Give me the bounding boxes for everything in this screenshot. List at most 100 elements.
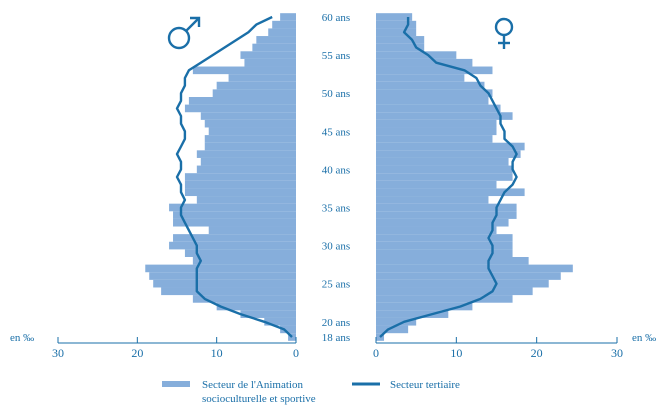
- female-bar: [376, 119, 497, 128]
- left-tick-label: 10: [211, 346, 223, 360]
- female-bar: [376, 127, 497, 136]
- male-bar: [228, 74, 296, 82]
- female-bar: [376, 264, 573, 273]
- male-bar: [192, 295, 296, 303]
- male-bar: [184, 173, 296, 181]
- female-bar: [376, 279, 549, 288]
- male-bar: [204, 135, 296, 143]
- female-bar: [376, 66, 493, 75]
- female-bar: [376, 325, 409, 334]
- male-bar: [216, 81, 296, 90]
- female-bar: [376, 211, 517, 219]
- female-bar: [376, 165, 513, 174]
- male-bar: [184, 249, 296, 257]
- female-bar: [376, 74, 465, 82]
- female-bar: [376, 43, 425, 52]
- age-label: 50 ans: [322, 88, 350, 100]
- male-bar: [192, 66, 296, 75]
- female-bar: [376, 188, 525, 197]
- legend-bar-label-line1: Secteur de l'Animation: [202, 379, 303, 391]
- female-bar: [376, 150, 521, 158]
- female-bar: [376, 142, 525, 151]
- male-bar: [208, 226, 296, 235]
- left-unit-label: en ‰: [10, 332, 34, 344]
- male-bar: [184, 104, 296, 113]
- age-labels: 18 ans 20 ans 25 ans 30 ans 35 ans 40 ans 45 a…: [322, 12, 350, 344]
- female-bar: [376, 173, 513, 181]
- female-bar: [376, 257, 529, 265]
- male-bar: [264, 317, 296, 326]
- legend: Secteur de l'Animation socioculturelle e…: [162, 379, 460, 405]
- left-x-ticks: 0 10 20 30: [52, 337, 299, 360]
- female-bar: [376, 180, 497, 189]
- male-bar: [196, 165, 296, 174]
- age-label: 35 ans: [322, 203, 350, 215]
- male-bar: [280, 13, 296, 21]
- female-bar: [376, 51, 457, 59]
- right-tick-label: 0: [373, 346, 379, 360]
- age-label: 45 ans: [322, 126, 350, 138]
- male-bar: [196, 196, 296, 204]
- female-bar: [376, 36, 425, 44]
- female-bar: [376, 20, 417, 29]
- male-bar: [208, 127, 296, 136]
- male-bar: [149, 272, 296, 280]
- female-bar: [376, 135, 493, 143]
- male-bar: [173, 234, 296, 242]
- female-bar: [376, 241, 513, 250]
- female-bar: [376, 13, 413, 21]
- male-bar: [173, 211, 296, 219]
- male-bar: [161, 287, 296, 296]
- male-bar: [204, 142, 296, 151]
- male-bar: [173, 218, 296, 227]
- male-bar: [212, 89, 296, 97]
- male-bars: [145, 13, 296, 341]
- female-bar: [376, 302, 473, 311]
- male-bar: [288, 333, 296, 341]
- right-tick-label: 30: [611, 346, 623, 360]
- female-bar: [376, 203, 517, 212]
- left-tick-label: 20: [131, 346, 143, 360]
- age-label: 60 ans: [322, 12, 350, 24]
- male-symbol-icon: [167, 16, 201, 50]
- female-bar: [376, 112, 513, 120]
- male-bar: [216, 302, 296, 311]
- female-bar: [376, 157, 509, 166]
- right-tick-label: 20: [531, 346, 543, 360]
- male-bar: [268, 28, 296, 37]
- right-unit-label: en ‰: [632, 332, 656, 344]
- legend-line-label: Secteur tertiaire: [390, 379, 460, 391]
- female-bar: [376, 287, 533, 296]
- right-x-ticks: 0 10 20 30: [373, 337, 623, 360]
- male-bar: [240, 310, 296, 318]
- male-bar: [196, 150, 296, 158]
- male-bar: [280, 325, 296, 334]
- age-label: 40 ans: [322, 164, 350, 176]
- male-bar: [256, 36, 296, 44]
- male-bar: [188, 97, 296, 105]
- female-bar: [376, 226, 497, 235]
- right-tick-label: 10: [450, 346, 462, 360]
- male-bar: [184, 188, 296, 197]
- female-tertiaire-line: [379, 17, 518, 338]
- female-bar: [376, 97, 489, 105]
- male-bar: [244, 58, 296, 67]
- female-bar: [376, 310, 449, 318]
- male-bar: [192, 257, 296, 265]
- male-bar: [145, 264, 296, 273]
- male-bar: [272, 20, 296, 29]
- male-bar: [169, 241, 296, 250]
- age-label: 30 ans: [322, 241, 350, 253]
- female-bar: [376, 317, 417, 326]
- female-bar: [376, 81, 485, 90]
- female-bar: [376, 104, 501, 113]
- age-label: 55 ans: [322, 50, 350, 62]
- female-bar: [376, 89, 493, 97]
- male-bar: [200, 157, 296, 166]
- legend-bar-swatch: [162, 381, 190, 387]
- left-tick-label: 30: [52, 346, 64, 360]
- age-label: 18 ans: [322, 332, 350, 344]
- female-bar: [376, 196, 489, 204]
- female-symbol-icon: [494, 17, 514, 49]
